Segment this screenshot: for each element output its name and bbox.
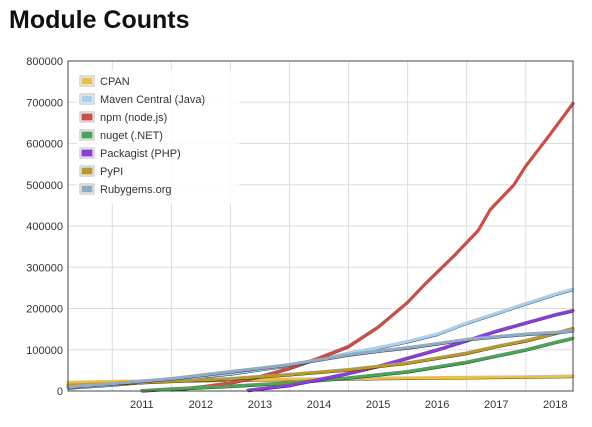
page-title: Module Counts	[9, 6, 190, 34]
legend-label: nuget (.NET)	[100, 130, 163, 142]
legend-swatch	[81, 149, 93, 157]
x-tick-label: 2016	[425, 399, 449, 411]
legend-swatch	[81, 167, 93, 175]
x-tick-label: 2012	[189, 399, 213, 411]
legend-label: PyPI	[100, 166, 123, 178]
y-tick-label: 500000	[26, 180, 63, 192]
x-tick-label: 2011	[130, 399, 154, 411]
legend-label: CPAN	[100, 76, 130, 88]
y-tick-label: 800000	[26, 56, 63, 68]
axis-layer: 0 100000 200000 300000 400000 500000 600000 700…	[26, 56, 567, 411]
y-tick-label: 600000	[26, 139, 63, 151]
y-tick-label: 200000	[26, 304, 63, 316]
x-tick-label: 2018	[543, 399, 567, 411]
y-tick-label: 700000	[26, 97, 63, 109]
y-tick-label: 0	[57, 386, 63, 398]
x-tick-label: 2015	[366, 399, 390, 411]
legend-label: Packagist (PHP)	[100, 148, 181, 160]
legend-swatch	[81, 95, 93, 103]
y-tick-label: 100000	[26, 345, 63, 357]
legend-swatch	[81, 131, 93, 139]
legend-background	[77, 70, 239, 204]
x-tick-label: 2013	[248, 399, 272, 411]
series-layer	[66, 101, 575, 393]
legend-label: Maven Central (Java)	[100, 94, 205, 106]
legend-swatch	[81, 185, 93, 193]
legend: CPAN Maven Central (Java) npm (node.js) nug…	[77, 70, 239, 204]
x-tick-label: 2014	[307, 399, 331, 411]
plot-frame	[67, 60, 574, 392]
series-line-6	[66, 329, 575, 389]
series-line-5	[66, 326, 575, 387]
legend-swatch	[81, 113, 93, 121]
x-tick-label: 2017	[484, 399, 508, 411]
plot-border	[67, 60, 574, 392]
legend-label: npm (node.js)	[100, 112, 167, 124]
y-tick-label: 300000	[26, 262, 63, 274]
series-line-4	[246, 309, 575, 392]
series-line-3	[140, 336, 575, 393]
y-tick-label: 400000	[26, 221, 63, 233]
legend-label: Rubygems.org	[100, 184, 172, 196]
legend-swatch	[81, 77, 93, 85]
